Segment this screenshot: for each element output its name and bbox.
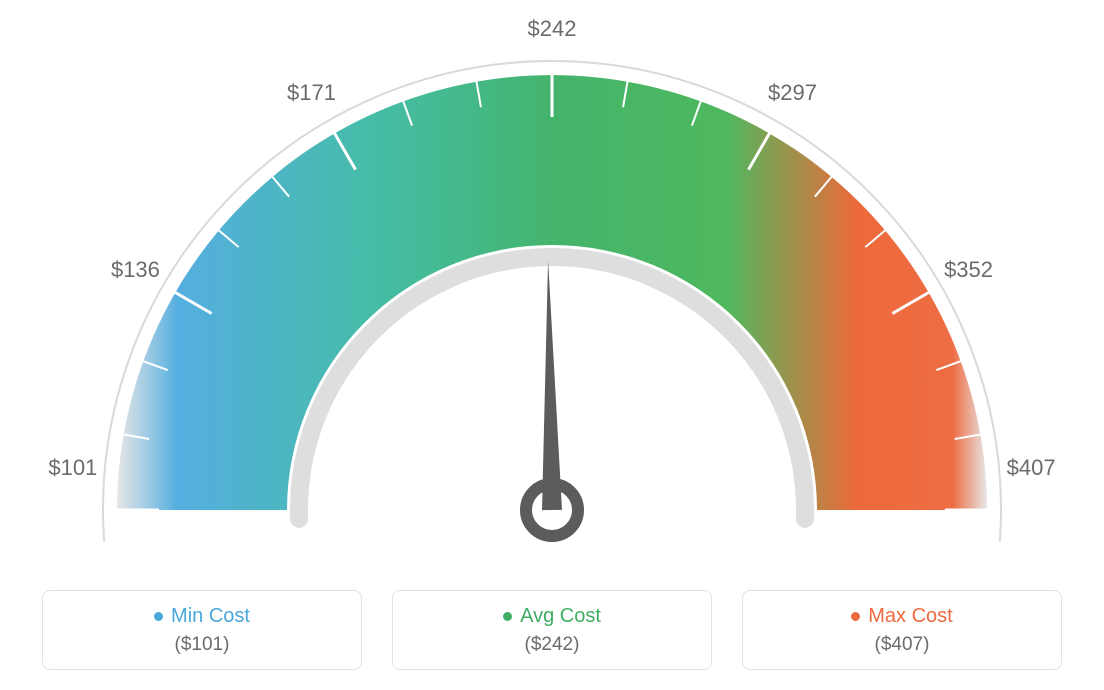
legend-card-avg: Avg Cost ($242) <box>392 590 712 670</box>
gauge-tick-label: $242 <box>528 16 577 42</box>
legend-card-min: Min Cost ($101) <box>42 590 362 670</box>
gauge-tick-label: $136 <box>111 257 160 283</box>
legend-title-text: Min Cost <box>171 605 250 628</box>
gauge-tick-label: $297 <box>768 80 817 106</box>
dot-icon <box>503 612 512 621</box>
gauge-tick-label: $101 <box>48 455 97 481</box>
legend-card-max: Max Cost ($407) <box>742 590 1062 670</box>
legend-title-min: Min Cost <box>154 605 250 628</box>
gauge-chart: $101 $136 $171 $242 $297 $352 $407 <box>0 0 1104 570</box>
legend-title-max: Max Cost <box>851 605 952 628</box>
dot-icon <box>851 612 860 621</box>
gauge-svg <box>62 30 1042 570</box>
gauge-tick-label: $407 <box>1007 455 1056 481</box>
legend-value-avg: ($242) <box>525 634 580 656</box>
dot-icon <box>154 612 163 621</box>
legend-row: Min Cost ($101) Avg Cost ($242) Max Cost… <box>0 590 1104 670</box>
legend-title-text: Avg Cost <box>520 605 601 628</box>
legend-value-max: ($407) <box>875 634 930 656</box>
legend-title-text: Max Cost <box>868 605 952 628</box>
legend-value-min: ($101) <box>175 634 230 656</box>
gauge-tick-label: $171 <box>287 80 336 106</box>
gauge-tick-label: $352 <box>944 257 993 283</box>
legend-title-avg: Avg Cost <box>503 605 601 628</box>
